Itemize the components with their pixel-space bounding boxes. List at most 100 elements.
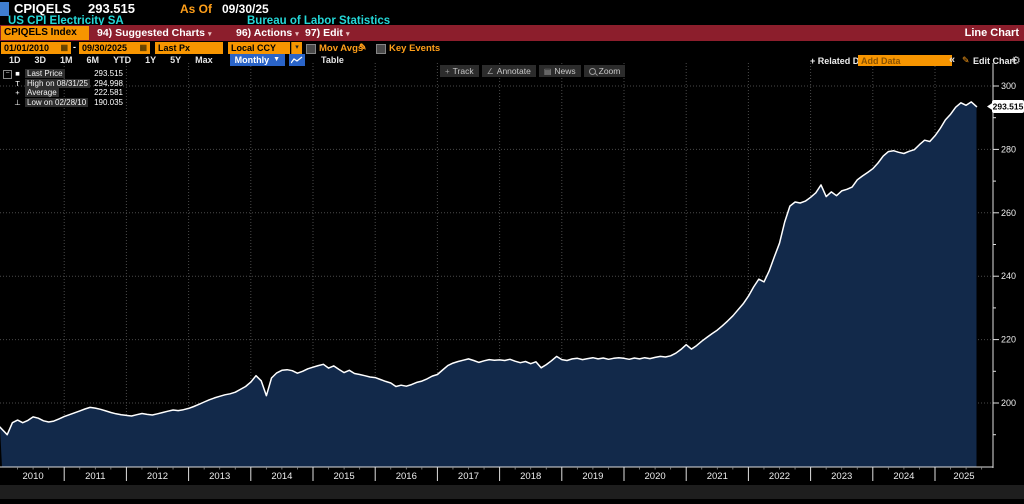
- legend-expand-icon[interactable]: −: [3, 70, 12, 79]
- tool-annotate-button[interactable]: ∠ Annotate: [481, 65, 536, 77]
- range-button-1m[interactable]: 1M: [60, 55, 73, 65]
- calendar-icon[interactable]: ▦: [139, 43, 147, 52]
- svg-text:2018: 2018: [520, 471, 541, 482]
- low-marker: ⊥: [14, 97, 21, 107]
- svg-text:2019: 2019: [582, 471, 603, 482]
- add-data-input[interactable]: [858, 55, 952, 66]
- date-from-field[interactable]: 01/01/2010 ▦: [1, 42, 71, 54]
- legend-row[interactable]: + Average 222.581: [13, 88, 123, 98]
- period-select[interactable]: Monthly ▼: [229, 54, 286, 66]
- menu-suggested-charts[interactable]: 94) Suggested Charts ▾: [97, 27, 212, 39]
- range-toolbar: 1D 3D 1M 6M YTD 1Y 5Y Max Monthly ▼ Table: [2, 54, 350, 66]
- legend-row[interactable]: T High on 08/31/25 294.998: [13, 78, 123, 89]
- range-button-max[interactable]: Max: [195, 55, 213, 65]
- legend-label: Low on 02/28/10: [25, 97, 89, 107]
- legend-value: 190.035: [94, 97, 123, 107]
- legend-label: Average: [25, 88, 59, 98]
- as-of-label: As Of: [180, 2, 213, 16]
- calendar-icon[interactable]: ▦: [60, 43, 68, 52]
- currency-dropdown-icon[interactable]: ▾: [291, 42, 302, 54]
- legend-row[interactable]: ■ Last Price 293.515: [13, 69, 123, 79]
- svg-text:2021: 2021: [707, 471, 728, 482]
- menu-bar: CPIQELS Index 94) Suggested Charts ▾ 96) …: [0, 25, 1024, 41]
- svg-text:2017: 2017: [458, 471, 479, 482]
- svg-text:2012: 2012: [147, 471, 168, 482]
- range-button-1y[interactable]: 1Y: [145, 55, 157, 65]
- range-button-1d[interactable]: 1D: [9, 55, 21, 65]
- high-marker: T: [15, 78, 20, 88]
- legend-value: 293.515: [94, 69, 123, 79]
- range-button-3d[interactable]: 3D: [34, 55, 47, 65]
- svg-text:200: 200: [1001, 398, 1016, 408]
- date-to-field[interactable]: 09/30/2025 ▦: [79, 42, 150, 54]
- chart-legend: ■ Last Price 293.515 T High on 08/31/25 294.9…: [13, 69, 123, 107]
- data-source: Bureau of Labor Statistics: [247, 15, 391, 27]
- svg-text:2022: 2022: [769, 471, 790, 482]
- collapse-panel-button[interactable]: «: [949, 54, 956, 66]
- edit-chart-button[interactable]: Edit Chart: [973, 56, 1017, 66]
- chevron-down-icon: ▾: [345, 31, 350, 38]
- track-icon: +: [445, 66, 450, 76]
- svg-text:2016: 2016: [396, 471, 417, 482]
- ticker-symbol: CPIQELS: [14, 1, 72, 16]
- tool-zoom-button[interactable]: Zoom: [583, 65, 626, 77]
- svg-text:240: 240: [1001, 271, 1016, 281]
- last-price-marker: ■: [15, 69, 20, 79]
- svg-text:2015: 2015: [334, 471, 355, 482]
- security-input[interactable]: CPIQELS Index: [1, 26, 89, 40]
- news-icon: ▤: [543, 66, 552, 76]
- svg-text:2011: 2011: [85, 471, 105, 482]
- key-events-checkbox[interactable]: [376, 44, 386, 54]
- security-name: US CPI Electricity SA: [8, 15, 124, 27]
- menu-actions[interactable]: 96) Actions ▾: [236, 27, 299, 39]
- pencil-icon: ✎: [962, 55, 970, 65]
- key-events-label[interactable]: Key Events: [389, 43, 441, 54]
- mov-avgs-label[interactable]: Mov Avgs: [319, 43, 364, 54]
- range-button-5y[interactable]: 5Y: [170, 55, 182, 65]
- as-of-date: 09/30/25: [222, 2, 269, 16]
- chevron-down-icon: ▾: [207, 31, 212, 38]
- svg-text:2010: 2010: [23, 471, 44, 482]
- view-title: Line Chart: [964, 27, 1019, 39]
- tool-news-button[interactable]: ▤ News: [538, 65, 581, 77]
- svg-text:220: 220: [1001, 335, 1016, 345]
- table-button[interactable]: Table: [321, 55, 344, 65]
- search-icon: [588, 67, 596, 75]
- svg-text:2023: 2023: [831, 471, 852, 482]
- legend-value: 222.581: [94, 88, 123, 98]
- svg-text:260: 260: [1001, 208, 1016, 218]
- status-strip: [0, 485, 1024, 499]
- svg-text:2025: 2025: [953, 471, 974, 482]
- legend-row[interactable]: ⊥ Low on 02/28/10 190.035: [13, 97, 123, 108]
- menu-edit[interactable]: 97) Edit ▾: [305, 27, 350, 39]
- svg-text:300: 300: [1001, 81, 1016, 91]
- chart-controls: 01/01/2010 ▦ - 09/30/2025 ▦ Last Px Local …: [0, 41, 1024, 55]
- range-button-ytd[interactable]: YTD: [113, 55, 132, 65]
- related-data-label[interactable]: + Related Dat: [810, 56, 868, 66]
- svg-text:2020: 2020: [645, 471, 666, 482]
- price-field-select[interactable]: Last Px: [155, 42, 223, 54]
- legend-label: High on 08/31/25: [25, 78, 90, 88]
- range-button-6m[interactable]: 6M: [86, 55, 100, 65]
- date-range-separator: -: [73, 42, 76, 52]
- chart-tool-buttons: + Track ∠ Annotate ▤ News Zoom: [440, 65, 626, 77]
- svg-text:293.515: 293.515: [993, 102, 1024, 112]
- mov-avgs-checkbox[interactable]: [306, 44, 316, 54]
- line-chart-icon[interactable]: [289, 54, 306, 66]
- pencil-icon[interactable]: ✎: [359, 42, 367, 52]
- last-value: 293.515: [88, 1, 135, 16]
- chevron-down-icon: ▾: [295, 31, 299, 38]
- tool-track-button[interactable]: + Track: [440, 65, 479, 77]
- terminal-panel-icon: [0, 2, 9, 16]
- average-marker: +: [15, 88, 20, 98]
- chevron-down-icon: ▼: [273, 56, 281, 63]
- legend-value: 294.998: [94, 78, 123, 88]
- annotate-icon: ∠: [486, 66, 494, 76]
- currency-select[interactable]: Local CCY: [228, 42, 290, 54]
- svg-text:280: 280: [1001, 144, 1016, 154]
- svg-text:2024: 2024: [893, 471, 914, 482]
- svg-text:2013: 2013: [209, 471, 230, 482]
- svg-text:2014: 2014: [271, 471, 292, 482]
- gear-icon[interactable]: ⚙: [1011, 55, 1021, 67]
